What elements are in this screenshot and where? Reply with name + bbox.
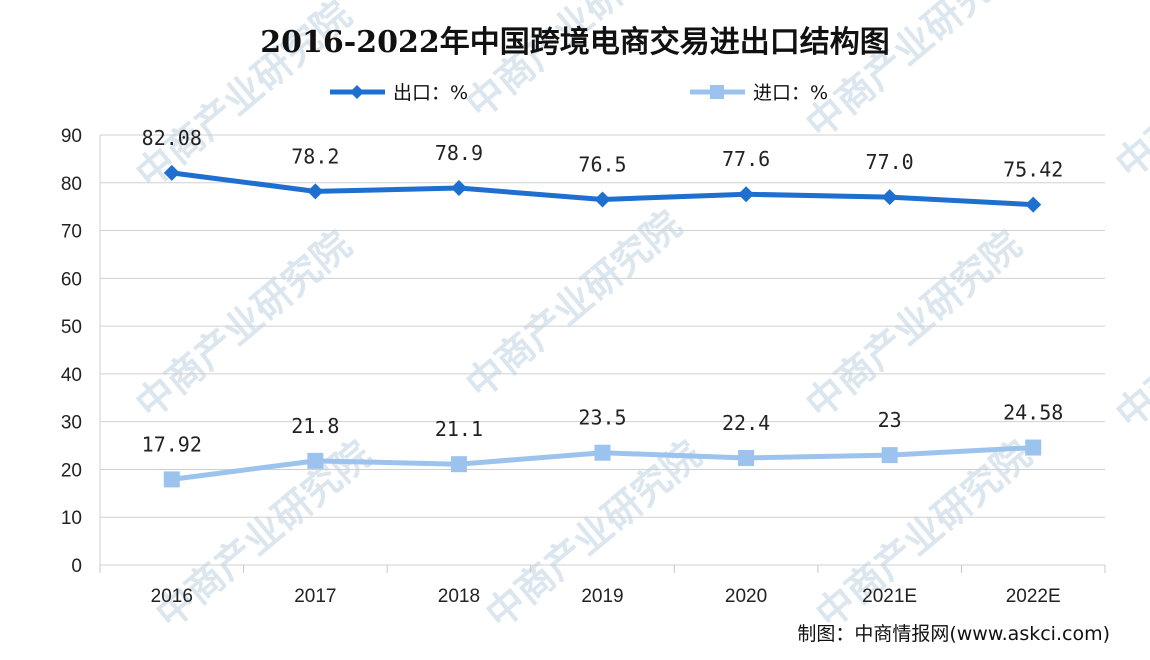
data-label: 77.6 — [722, 147, 770, 171]
data-point — [594, 191, 611, 208]
data-point — [1025, 439, 1042, 456]
y-tick-label: 0 — [71, 556, 82, 577]
gridlines — [100, 134, 1105, 566]
data-label: 24.58 — [1003, 401, 1063, 425]
data-point — [307, 452, 324, 469]
chart-title: 2016-2022年中国跨境电商交易进出口结构图 — [260, 25, 889, 60]
data-label: 17.92 — [142, 432, 202, 456]
x-tick-label: 2020 — [725, 586, 767, 607]
data-label: 76.5 — [578, 153, 626, 177]
data-label: 23.5 — [578, 406, 626, 430]
data-label: 21.8 — [291, 414, 339, 438]
data-label: 21.1 — [435, 417, 483, 441]
x-tick-label: 2022E — [1006, 586, 1061, 607]
x-axis: 2016 2017 2018 2019 2020 2021E 2022E — [99, 565, 1106, 607]
data-label: 75.42 — [1003, 158, 1063, 182]
y-tick-label: 40 — [61, 365, 82, 386]
y-tick-label: 70 — [61, 222, 82, 243]
data-label: 82.08 — [142, 126, 202, 150]
watermark-text: 中商产业研究院 — [128, 222, 360, 427]
y-tick-label: 10 — [61, 508, 82, 529]
data-point — [163, 164, 180, 181]
x-tick-label: 2016 — [151, 586, 193, 607]
watermark-text: 中商产业研究院 — [458, 0, 690, 127]
data-label: 78.9 — [435, 141, 483, 165]
watermark-text: 中商产业研究院 — [1108, 232, 1150, 437]
data-labels: 82.08 78.2 78.9 76.5 77.6 77.0 75.42 17.92 21.8 2… — [142, 126, 1064, 457]
watermark-text: 中商产业研究院 — [798, 0, 1030, 147]
data-point — [1025, 196, 1042, 213]
data-point — [450, 180, 467, 197]
x-tick-label: 2021E — [862, 586, 917, 607]
data-label: 23 — [878, 408, 902, 432]
y-tick-label: 90 — [61, 126, 82, 147]
y-tick-label: 20 — [61, 460, 82, 481]
series-layer — [163, 164, 1042, 488]
y-tick-label: 80 — [61, 174, 82, 195]
y-axis: 0 10 20 30 40 50 60 70 80 90 — [61, 126, 101, 577]
data-label: 78.2 — [291, 144, 339, 168]
data-point — [594, 444, 611, 461]
legend-label: 出口：% — [393, 82, 468, 104]
y-tick-label: 30 — [61, 413, 82, 434]
data-point — [163, 471, 180, 488]
data-point — [881, 189, 898, 206]
data-point — [738, 186, 755, 203]
legend-marker — [710, 85, 724, 99]
data-label: 22.4 — [722, 411, 770, 435]
legend-marker — [350, 85, 364, 99]
x-tick-label: 2018 — [438, 586, 480, 607]
legend: 出口：% 进口：% — [330, 82, 828, 104]
legend-label: 进口：% — [753, 82, 828, 104]
watermark-text: 中商产业研究院 — [1108, 0, 1150, 187]
y-tick-label: 50 — [61, 317, 82, 338]
data-point — [450, 456, 467, 473]
data-point — [881, 447, 898, 464]
data-label: 77.0 — [866, 150, 914, 174]
x-tick-label: 2019 — [581, 586, 623, 607]
data-point — [307, 183, 324, 200]
data-point — [738, 449, 755, 466]
watermark-text: 中商产业研究院 — [798, 222, 1030, 427]
watermark-text: 中商产业研究院 — [458, 202, 690, 407]
source-credit: 制图：中商情报网(www.askci.com) — [797, 623, 1110, 645]
x-tick-label: 2017 — [294, 586, 336, 607]
y-tick-label: 60 — [61, 269, 82, 290]
